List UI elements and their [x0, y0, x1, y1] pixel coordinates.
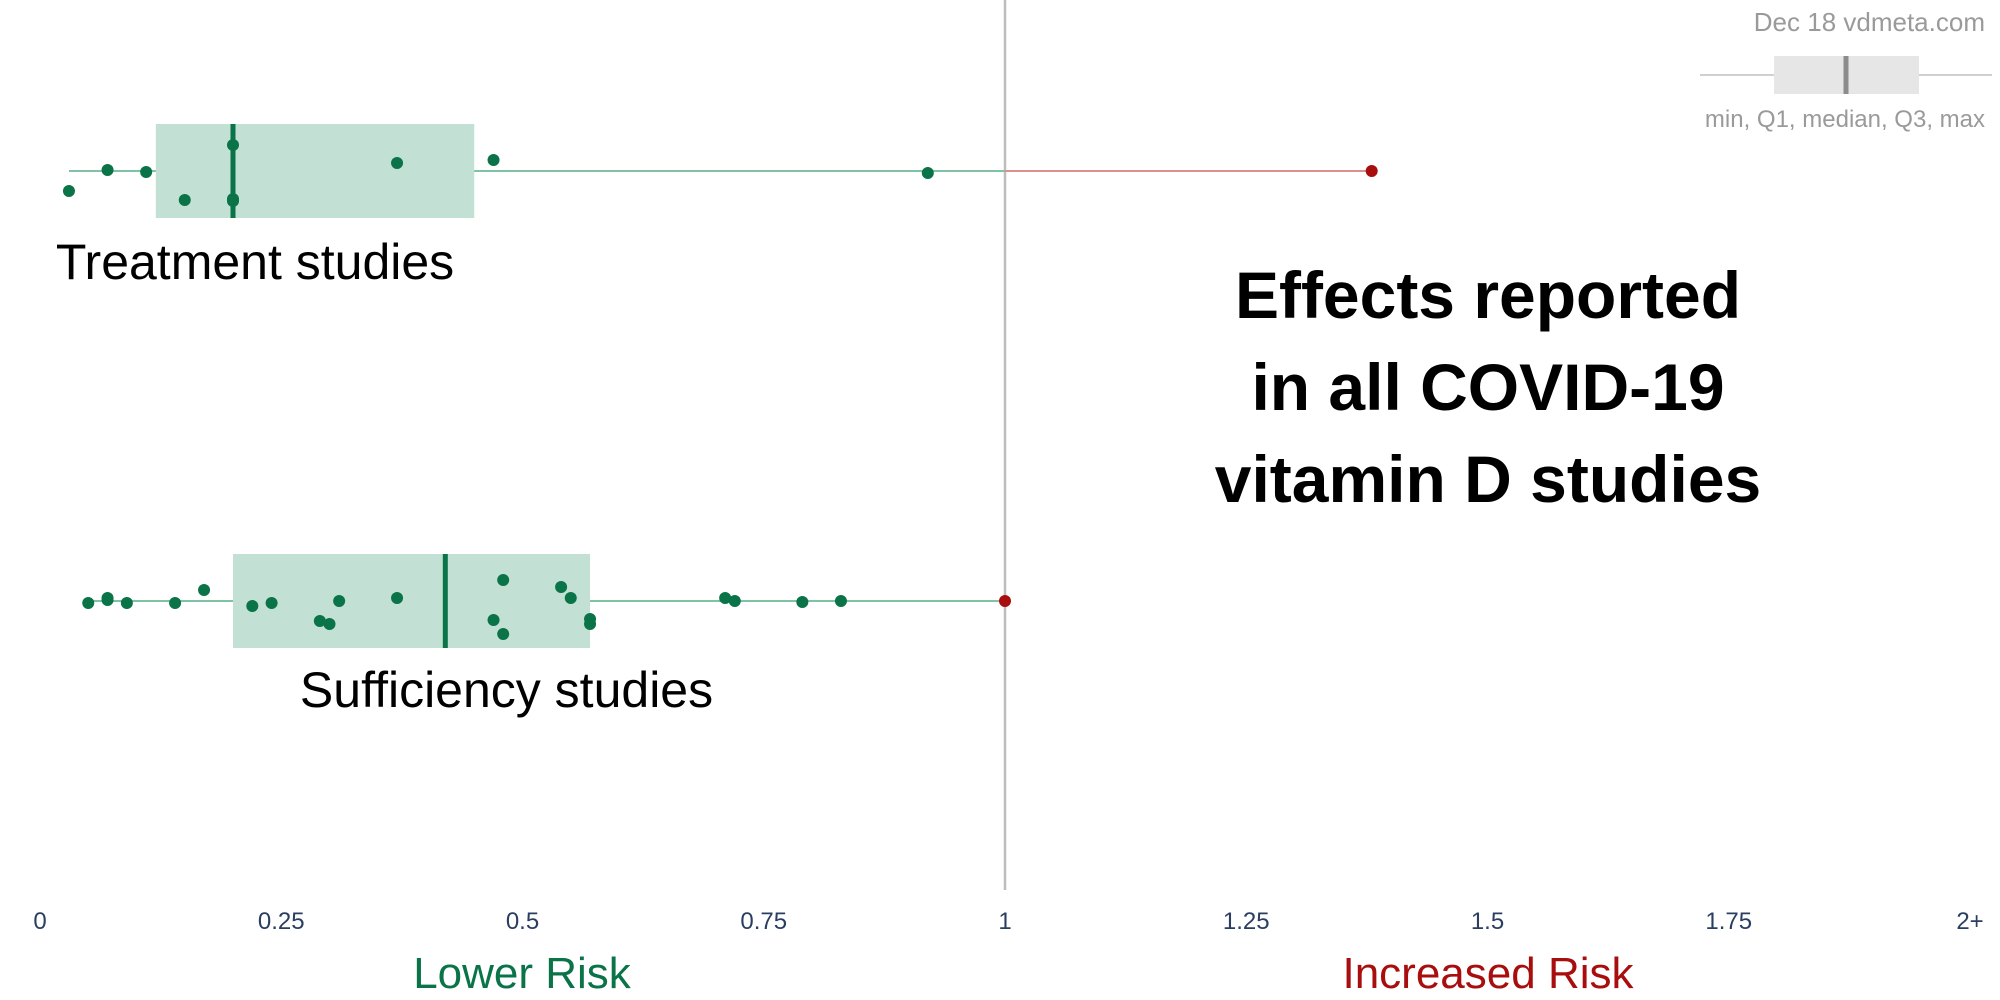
data-point — [555, 581, 568, 593]
data-point — [227, 139, 239, 151]
data-point — [246, 600, 259, 612]
x-tick-label: 1.25 — [1223, 908, 1270, 935]
group-label: Sufficiency studies — [300, 662, 713, 718]
x-tick-label: 0 — [33, 908, 46, 935]
data-point — [323, 618, 336, 630]
data-point — [82, 597, 95, 609]
data-point — [391, 157, 404, 169]
lower-risk-label: Lower Risk — [413, 949, 632, 998]
iqr-box — [155, 124, 475, 218]
data-point — [101, 592, 114, 604]
x-tick-label: 1.5 — [1471, 908, 1504, 935]
x-tick-label: 0.25 — [258, 908, 305, 935]
data-point — [999, 595, 1011, 607]
data-point — [487, 614, 500, 626]
data-point — [333, 595, 346, 607]
title-line-1: Effects reported — [1235, 258, 1741, 332]
data-point — [796, 596, 809, 608]
data-point — [265, 597, 278, 609]
data-point — [834, 595, 847, 607]
x-tick-label: 1.75 — [1705, 908, 1752, 935]
group-label: Treatment studies — [56, 234, 454, 290]
data-point — [178, 194, 191, 206]
data-point — [62, 185, 75, 197]
data-point — [1365, 165, 1378, 177]
data-point — [313, 615, 326, 627]
data-point — [391, 592, 404, 604]
chart-title: Effects reported in all COVID-19 vitamin… — [1215, 258, 1761, 516]
data-point — [120, 597, 133, 609]
iqr-box — [233, 554, 591, 648]
data-point — [101, 164, 114, 176]
plot-area: 0 0.25 0.5 0.75 1 1.25 1.5 1.75 2+ Treatment stud… — [33, 0, 1984, 935]
data-point — [728, 595, 741, 607]
data-point — [584, 618, 597, 630]
data-point — [497, 628, 510, 640]
x-tick-label: 0.5 — [506, 908, 539, 935]
increased-risk-label: Increased Risk — [1342, 949, 1634, 998]
data-point — [227, 193, 239, 205]
data-point — [497, 574, 510, 586]
data-point — [564, 592, 577, 604]
x-tick-label: 1 — [998, 908, 1011, 935]
x-tick-label: 2+ — [1956, 908, 1983, 935]
data-point — [487, 154, 500, 166]
data-point — [169, 597, 182, 609]
data-point — [198, 584, 211, 596]
legend: Dec 18 vdmeta.com min, Q1, median, Q3, m… — [1700, 7, 1992, 133]
title-line-2: in all COVID-19 — [1251, 350, 1724, 424]
x-tick-label: 0.75 — [740, 908, 787, 935]
legend-caption: min, Q1, median, Q3, max — [1705, 106, 1985, 133]
data-point — [140, 166, 153, 178]
title-line-3: vitamin D studies — [1215, 442, 1761, 516]
watermark: Dec 18 vdmeta.com — [1754, 7, 1985, 37]
data-point — [719, 592, 732, 604]
data-point — [921, 167, 934, 179]
